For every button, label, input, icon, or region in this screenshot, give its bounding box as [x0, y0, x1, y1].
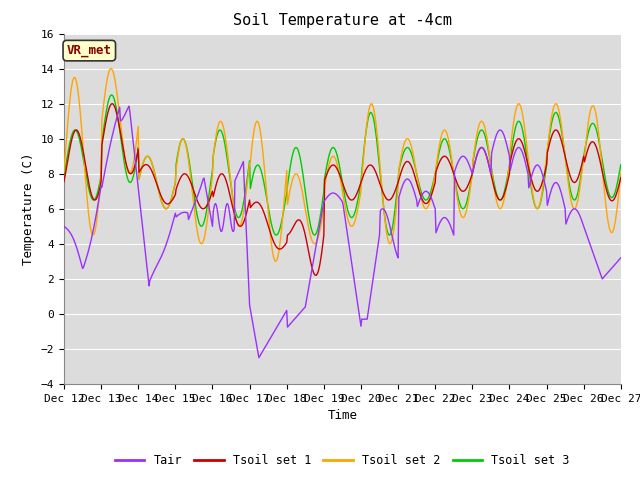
Y-axis label: Temperature (C): Temperature (C): [22, 153, 35, 265]
X-axis label: Time: Time: [328, 409, 357, 422]
Title: Soil Temperature at -4cm: Soil Temperature at -4cm: [233, 13, 452, 28]
Text: VR_met: VR_met: [67, 44, 112, 57]
Legend: Tair, Tsoil set 1, Tsoil set 2, Tsoil set 3: Tair, Tsoil set 1, Tsoil set 2, Tsoil se…: [110, 449, 575, 472]
